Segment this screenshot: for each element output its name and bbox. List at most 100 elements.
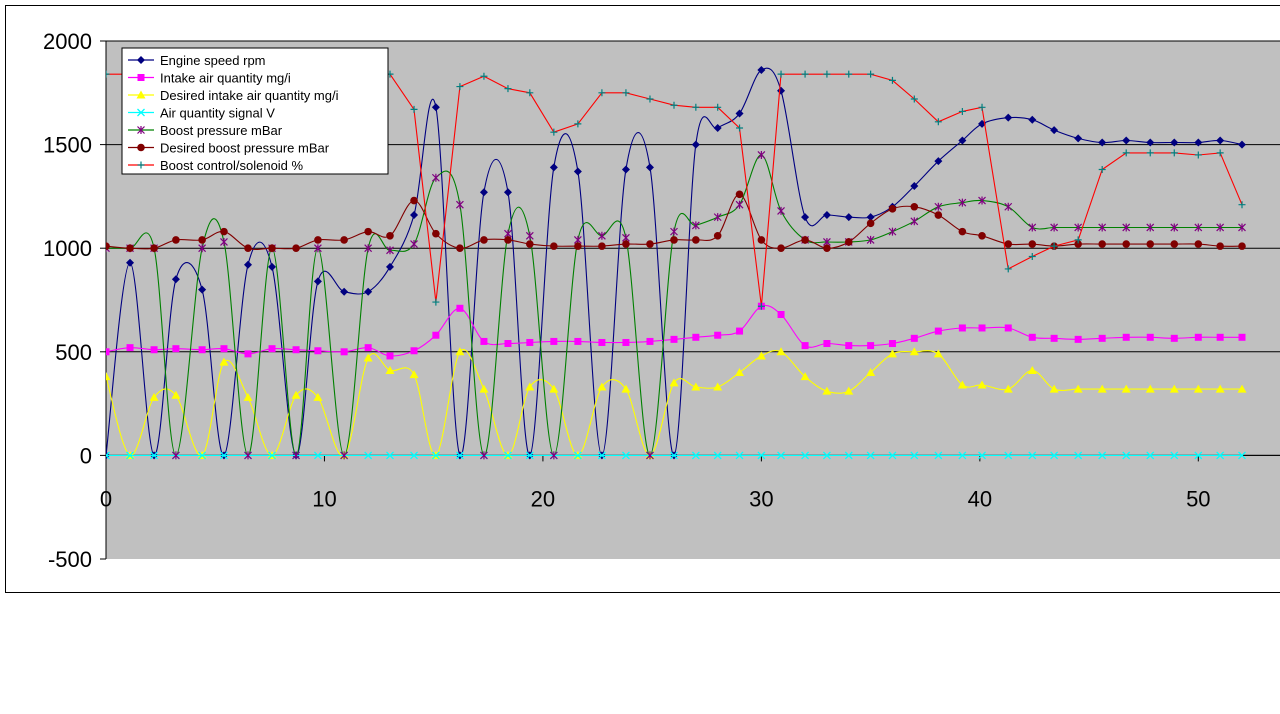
data-point	[714, 103, 722, 111]
data-point	[777, 244, 785, 252]
data-point	[268, 244, 276, 252]
data-point	[106, 70, 110, 78]
data-point	[866, 451, 875, 460]
data-point	[1146, 333, 1154, 341]
legend-entry: Intake air quantity mg/i	[128, 71, 291, 86]
data-point	[410, 105, 418, 113]
data-point	[597, 451, 606, 460]
data-point	[801, 342, 809, 350]
data-point	[1146, 451, 1155, 460]
data-point	[910, 95, 918, 103]
data-point	[691, 140, 700, 149]
data-point	[823, 70, 831, 78]
data-point	[550, 128, 558, 136]
legend-marker	[137, 126, 145, 134]
data-point	[867, 70, 875, 78]
data-point	[1238, 451, 1246, 460]
data-point	[480, 451, 488, 460]
data-point	[735, 109, 744, 118]
data-point	[550, 242, 558, 250]
data-point	[597, 231, 606, 240]
legend-label: Engine speed rpm	[160, 53, 266, 68]
data-point	[1170, 334, 1178, 342]
data-point	[597, 382, 607, 391]
data-point	[480, 72, 488, 80]
data-point	[1194, 333, 1202, 341]
data-point	[244, 451, 252, 460]
data-point	[432, 331, 440, 339]
data-point	[1122, 149, 1130, 157]
data-point	[958, 227, 967, 236]
data-point	[622, 240, 630, 248]
data-point	[1122, 223, 1131, 232]
data-point	[777, 70, 785, 78]
data-point	[646, 337, 654, 345]
data-point	[910, 202, 919, 211]
data-point	[1074, 240, 1082, 248]
data-point	[363, 353, 373, 362]
legend-marker	[137, 108, 145, 117]
series-layer	[106, 66, 1247, 460]
data-point	[456, 83, 464, 91]
data-point	[1003, 384, 1013, 393]
legend-marker	[137, 143, 145, 152]
data-point	[1004, 324, 1012, 332]
data-point	[735, 451, 744, 460]
data-point	[692, 236, 700, 244]
data-point	[736, 124, 744, 132]
data-point	[777, 451, 786, 460]
data-point	[958, 451, 967, 460]
x-tick-label: 10	[312, 486, 336, 511]
data-point	[713, 231, 722, 240]
data-point	[220, 345, 228, 353]
data-point	[292, 244, 300, 252]
data-point	[934, 451, 943, 460]
legend: Engine speed rpm Intake air quantity mg/i…	[121, 47, 389, 175]
data-point	[713, 124, 722, 133]
data-point	[386, 352, 394, 360]
data-point	[1194, 451, 1203, 460]
data-point	[909, 347, 919, 356]
data-point	[386, 231, 394, 240]
data-point	[691, 382, 701, 391]
data-point	[1169, 384, 1179, 393]
data-point	[292, 451, 300, 460]
legend-marker	[136, 90, 146, 99]
data-point	[526, 338, 534, 346]
data-point	[1028, 252, 1036, 260]
data-point	[456, 304, 464, 312]
data-point	[525, 231, 534, 240]
data-point	[150, 346, 158, 354]
data-point	[713, 213, 722, 222]
data-point	[573, 167, 582, 176]
data-point	[456, 244, 464, 252]
data-point	[1145, 384, 1155, 393]
data-point	[172, 236, 180, 244]
data-point	[1028, 223, 1037, 232]
data-point	[432, 298, 440, 306]
data-point	[1238, 201, 1246, 209]
data-point	[1028, 451, 1037, 460]
data-point	[691, 451, 700, 460]
data-point	[757, 451, 766, 460]
data-point	[574, 337, 582, 345]
data-point	[313, 244, 322, 253]
legend-label: Desired boost pressure mBar	[160, 141, 330, 156]
data-point	[314, 236, 322, 244]
data-point	[479, 384, 489, 393]
data-point	[757, 66, 766, 75]
data-point	[1097, 384, 1107, 393]
data-point	[126, 244, 134, 252]
data-point	[1027, 365, 1037, 374]
data-point	[1098, 165, 1106, 173]
data-point	[622, 89, 630, 97]
legend-marker	[137, 74, 145, 81]
line-chart: 2000 1500 1000 500 0 -500 0 10 20 30 40 50 Engine s…	[43, 29, 1280, 572]
data-point	[1170, 240, 1179, 248]
data-point	[385, 365, 395, 374]
legend-entry: Desired intake air quantity mg/i	[128, 88, 339, 103]
data-point	[1098, 240, 1106, 248]
data-point	[220, 237, 228, 246]
data-point	[244, 244, 252, 252]
data-point	[978, 324, 986, 332]
